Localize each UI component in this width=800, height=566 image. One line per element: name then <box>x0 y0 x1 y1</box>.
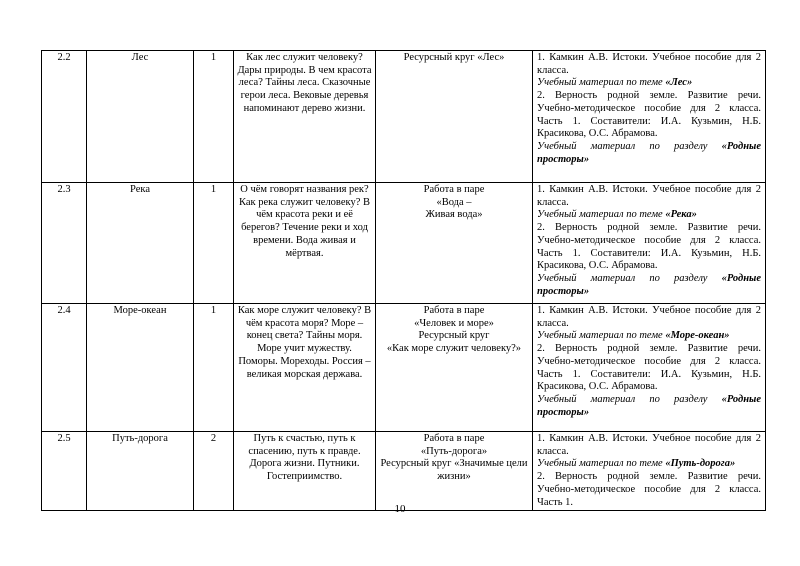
resource-item: 1. Камкин А.В. Истоки. Учебное пособие д… <box>537 52 761 76</box>
cell-number: 2.4 <box>41 303 87 432</box>
cell-topic: Лес <box>86 50 194 183</box>
cell-activity: Ресурсный круг «Лес» <box>375 50 533 183</box>
resource-section-line: Учебный материал по разделу «Родные прос… <box>537 273 761 298</box>
resource-item: 2. Верность родной земле. Развитие речи.… <box>537 343 761 393</box>
cell-number: 2.2 <box>41 50 87 183</box>
resource-item: 1. Камкин А.В. Истоки. Учебное пособие д… <box>537 433 761 457</box>
activity-line: Живая вода» <box>425 209 483 221</box>
theme-title: «Море-океан» <box>665 330 730 342</box>
activity-line: Работа в паре <box>423 433 485 444</box>
activity-line: «Человек и море» <box>414 317 494 329</box>
theme-title: «Лес» <box>665 77 693 89</box>
cell-activity: Работа в паре «Вода – Живая вода» <box>375 182 533 304</box>
theme-prefix: Учебный материал по теме <box>537 330 666 342</box>
activity-line: «Путь-дорога» <box>420 445 488 457</box>
table-row: 2.4 Море-океан 1 Как море служит человек… <box>41 303 766 432</box>
resource-item: 1. Камкин А.В. Истоки. Учебное пособие д… <box>537 184 761 208</box>
cell-hours: 1 <box>193 303 234 432</box>
table-row: 2.3 Река 1 О чём говорят названия рек? К… <box>41 182 766 304</box>
cell-content: Путь к счастью, путь к спасению, путь к … <box>233 430 376 512</box>
activity-line: Работа в паре <box>423 305 485 316</box>
cell-resources: 1. Камкин А.В. Истоки. Учебное пособие д… <box>532 430 766 512</box>
cell-topic: Путь-дорога <box>86 430 194 512</box>
resource-theme-line: Учебный материал по теме «Путь-дорога» <box>537 458 761 471</box>
cell-number: 2.5 <box>41 430 87 512</box>
section-title: «Родные просторы» <box>537 393 761 418</box>
section-title: «Родные просторы» <box>537 140 761 165</box>
resource-section-line: Учебный материал по разделу «Родные прос… <box>537 141 761 166</box>
theme-prefix: Учебный материал по теме <box>537 458 666 470</box>
resource-item: 2. Верность родной земле. Развитие речи.… <box>537 471 761 508</box>
section-prefix: Учебный материал по разделу <box>537 272 722 284</box>
theme-prefix: Учебный материал по теме <box>537 209 666 221</box>
section-prefix: Учебный материал по разделу <box>537 393 722 405</box>
cell-topic: Море-океан <box>86 303 194 432</box>
cell-resources: 1. Камкин А.В. Истоки. Учебное пособие д… <box>532 303 766 432</box>
section-prefix: Учебный материал по разделу <box>537 140 722 152</box>
cell-activity: Работа в паре «Человек и море» Ресурсный… <box>375 303 533 432</box>
cell-number: 2.3 <box>41 182 87 304</box>
activity-line: Ресурсный круг «Значимые цели жизни» <box>380 458 528 483</box>
resource-theme-line: Учебный материал по теме «Лес» <box>537 77 761 90</box>
resource-theme-line: Учебный материал по теме «Море-океан» <box>537 330 761 343</box>
page-number: 10 <box>394 503 406 515</box>
theme-title: «Река» <box>665 209 697 221</box>
theme-prefix: Учебный материал по теме <box>537 77 666 89</box>
resource-item: 2. Верность родной земле. Развитие речи.… <box>537 90 761 140</box>
resource-theme-line: Учебный материал по теме «Река» <box>537 209 761 222</box>
section-title: «Родные просторы» <box>537 272 761 297</box>
activity-line: Ресурсный круг «Лес» <box>403 52 505 63</box>
theme-title: «Путь-дорога» <box>665 458 736 470</box>
cell-topic: Река <box>86 182 194 304</box>
cell-content: Как море служит человеку? В чём красота … <box>233 303 376 432</box>
cell-hours: 1 <box>193 182 234 304</box>
cell-resources: 1. Камкин А.В. Истоки. Учебное пособие д… <box>532 182 766 304</box>
activity-line: Ресурсный круг <box>418 330 490 342</box>
resource-item: 1. Камкин А.В. Истоки. Учебное пособие д… <box>537 305 761 329</box>
cell-content: Как лес служит человеку? Дары природы. В… <box>233 50 376 183</box>
activity-line: «Вода – <box>436 196 472 208</box>
table-row: 2.2 Лес 1 Как лес служит человеку? Дары … <box>41 50 766 183</box>
resource-section-line: Учебный материал по разделу «Родные прос… <box>537 394 761 419</box>
curriculum-table: 2.2 Лес 1 Как лес служит человеку? Дары … <box>41 50 766 512</box>
activity-line: «Как море служит человеку?» <box>386 343 522 355</box>
cell-activity: Работа в паре «Путь-дорога» Ресурсный кр… <box>375 430 533 512</box>
cell-resources: 1. Камкин А.В. Истоки. Учебное пособие д… <box>532 50 766 183</box>
resource-item: 2. Верность родной земле. Развитие речи.… <box>537 222 761 272</box>
cell-hours: 2 <box>193 430 234 512</box>
cell-hours: 1 <box>193 50 234 183</box>
cell-content: О чём говорят названия рек? Как река слу… <box>233 182 376 304</box>
table-row: 2.5 Путь-дорога 2 Путь к счастью, путь к… <box>41 430 766 512</box>
activity-line: Работа в паре <box>423 184 485 195</box>
